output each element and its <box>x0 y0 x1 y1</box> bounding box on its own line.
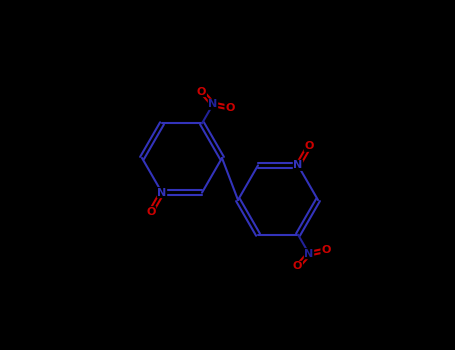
Text: O: O <box>304 141 313 151</box>
Text: O: O <box>321 245 330 255</box>
Text: O: O <box>225 103 234 113</box>
Text: N: N <box>157 188 167 198</box>
Text: N: N <box>208 99 217 109</box>
Text: O: O <box>293 261 303 272</box>
Text: N: N <box>304 249 313 259</box>
Text: O: O <box>197 86 207 97</box>
Text: N: N <box>293 160 303 170</box>
Text: O: O <box>147 207 156 217</box>
